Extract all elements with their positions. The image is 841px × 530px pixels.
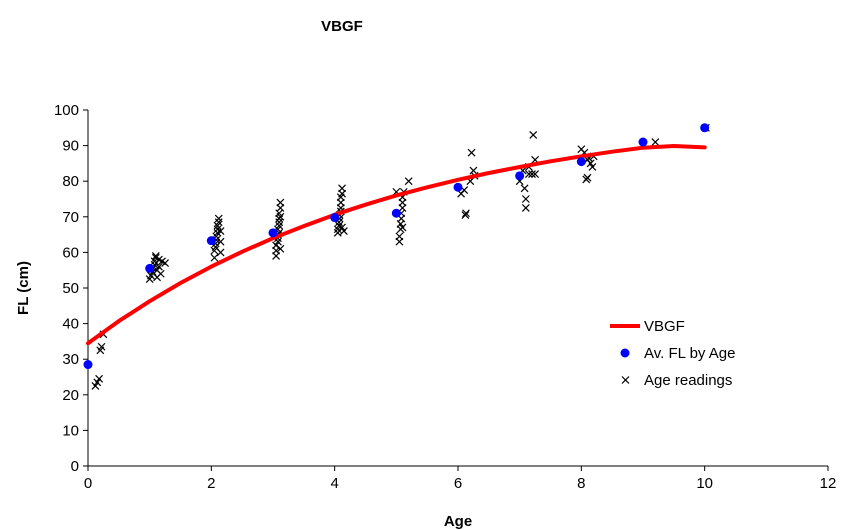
mean-fl-point [268,228,278,238]
y-tick-label: 20 [62,387,79,404]
age-reading-point [524,170,533,179]
age-reading-point [276,244,285,253]
legend: VBGF Av. FL by Age Age readings [610,318,735,389]
x-tick-label: 0 [84,475,92,492]
mean-fl-point [515,171,525,181]
age-reading-point [339,227,348,235]
age-reading-point [333,228,342,237]
age-reading-point [583,173,592,182]
y-tick-label: 60 [62,244,79,261]
y-tick-label: 0 [71,458,79,475]
age-reading-point [276,212,285,221]
age-reading-point [95,374,104,383]
chart-title: VBGF [321,18,363,35]
age-reading-point [520,184,529,193]
age-reading-point [276,198,285,207]
y-tick-label: 80 [62,173,79,190]
y-tick-label: 30 [62,351,79,368]
y-tick-label: 40 [62,316,79,333]
age-reading-point [467,148,476,157]
age-reading-point [404,177,413,186]
x-tick-label: 10 [696,475,713,492]
age-reading-point [156,269,165,278]
mean-fl-point [391,208,401,218]
legend-item: VBGF [610,318,685,335]
mean-fl-point [700,123,710,133]
legend-label: VBGF [644,318,685,335]
y-tick-label: 100 [54,102,79,119]
legend-item: Av. FL by Age [620,345,735,362]
age-reading-point [97,342,106,351]
mean-fl-point [206,236,216,246]
age-reading-point [274,237,282,246]
axes: 0 10 20 30 40 50 60 70 80 90 100 0 2 4 6 8 10 12 [54,102,836,492]
age-reading-point [461,211,470,219]
x-axis-title: Age [444,513,472,530]
legend-swatch-dot [620,348,630,358]
y-tick-label: 70 [62,209,79,226]
y-tick-label: 10 [62,422,79,439]
legend-label: Age readings [644,372,732,389]
age-reading-point [216,237,225,246]
age-reading-point [588,163,597,171]
y-axis-title: FL (cm) [15,261,32,315]
age-reading-point [531,170,540,179]
age-reading-point [338,184,346,193]
age-reading-point [154,262,163,271]
age-reading-point [651,138,660,146]
age-reading-point [161,259,170,268]
age-reading-point [528,170,536,179]
legend-label: Av. FL by Age [644,345,735,362]
legend-swatch-cross [621,376,630,384]
age-reading-point [529,130,538,139]
age-reading-point [216,227,225,235]
y-tick-label: 50 [62,280,79,297]
age-reading-point [214,218,223,227]
age-reading-point [398,223,407,232]
legend-item: Age readings [621,372,732,389]
age-reading-point [275,221,284,230]
x-tick-label: 6 [454,475,462,492]
x-tick-label: 8 [577,475,585,492]
mean-fl-point [145,263,155,273]
mean-fl-point [638,137,648,147]
age-reading-point [395,232,404,241]
x-tick-label: 12 [820,475,837,492]
age-reading-point [521,195,530,203]
mean-fl-point [453,182,463,192]
mean-fl-point [330,213,340,223]
age-reading-point [214,214,223,223]
age-reading-point [521,203,530,212]
y-tick-label: 90 [62,138,79,155]
vbgf-curve [86,144,707,346]
age-reading-point [216,248,225,257]
plot-area [83,123,710,390]
x-tick-label: 4 [330,475,338,492]
x-tick-label: 2 [207,475,215,492]
age-reading-point [462,209,470,218]
mean-fl-point [576,157,586,167]
mean-fl-point [83,360,93,370]
